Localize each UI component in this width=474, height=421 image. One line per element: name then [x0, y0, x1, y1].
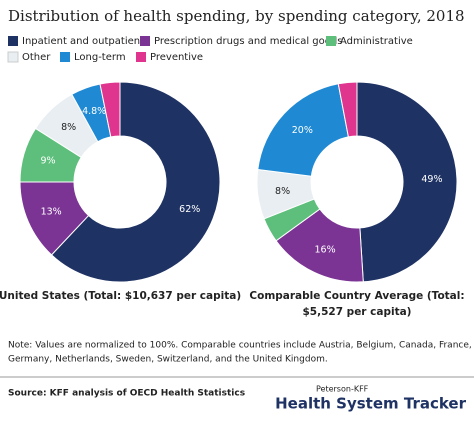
data-label: 62%: [179, 204, 200, 215]
legend-label: Inpatient and outpatient: [22, 36, 144, 47]
legend-swatch: [326, 36, 336, 46]
chart-caption: United States (Total: $10,637 per capita…: [0, 290, 241, 302]
legend-label: Administrative: [340, 36, 413, 47]
data-label: 49%: [421, 174, 442, 185]
legend-swatch: [60, 52, 70, 62]
note: Note: Values are normalized to 100%. Com…: [8, 341, 472, 351]
data-label: 16%: [315, 244, 336, 255]
legend-label: Long-term: [74, 52, 126, 63]
data-label: 4.8%: [82, 106, 106, 117]
legend-swatch: [7, 51, 19, 63]
data-label: 8%: [61, 122, 76, 133]
source: Source: KFF analysis of OECD Health Stat…: [8, 389, 245, 399]
legend-swatch: [8, 36, 18, 46]
chart-caption: $5,527 per capita): [303, 306, 412, 318]
chart-title: Distribution of health spending, by spen…: [8, 7, 465, 25]
donut-slice: [99, 81, 121, 138]
donut-slice: [257, 83, 349, 177]
data-label: 8%: [275, 186, 290, 197]
donut-slice: [356, 81, 458, 283]
data-label: 20%: [292, 125, 313, 136]
legend-swatch: [140, 36, 150, 46]
legend-label: Preventive: [150, 52, 203, 63]
note: Germany, Netherlands, Sweden, Switzerlan…: [8, 355, 328, 365]
chart-caption: Comparable Country Average (Total:: [249, 290, 464, 302]
brand-large: Health System Tracker: [275, 395, 467, 413]
data-label: 9%: [40, 156, 55, 167]
data-label: 13%: [41, 206, 62, 217]
legend-label: Other: [22, 52, 51, 63]
legend-swatch: [136, 52, 146, 62]
legend-label: Prescription drugs and medical goods: [154, 36, 342, 47]
brand-small: Peterson-KFF: [316, 385, 369, 394]
donut-slice: [337, 81, 358, 138]
donut-slice: [50, 81, 221, 283]
